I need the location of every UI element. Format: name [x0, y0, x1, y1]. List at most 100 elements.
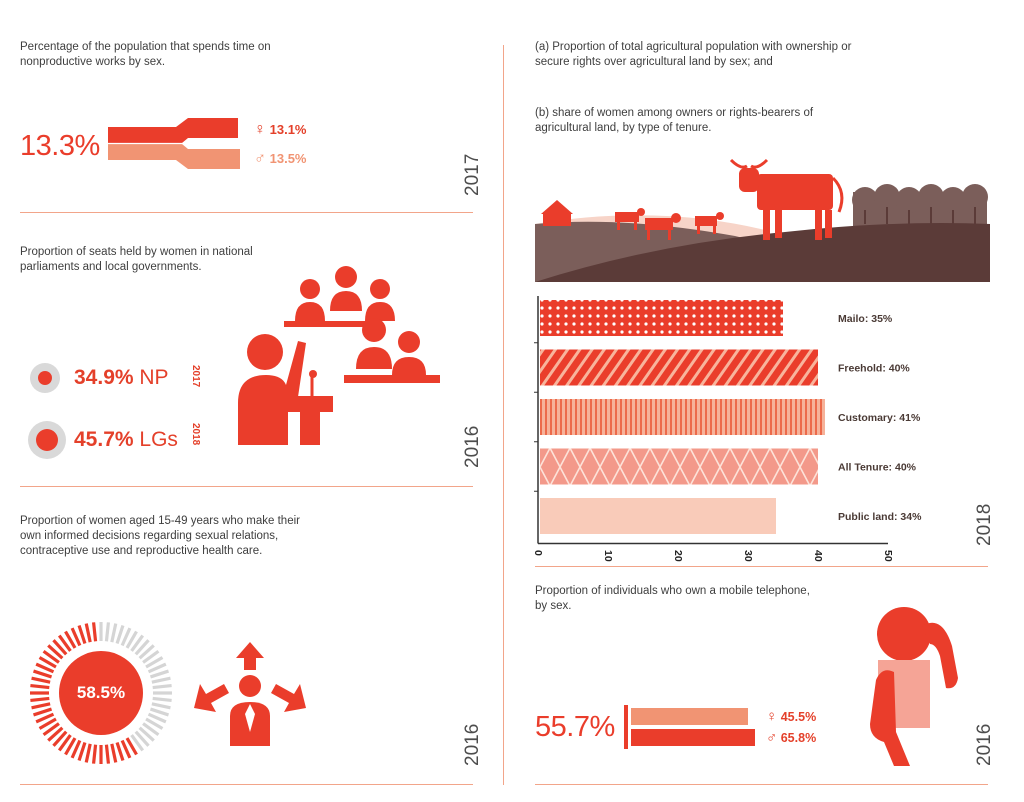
panel1-male: ♂ 13.5% [254, 150, 307, 168]
panel5-total: 55.7% [535, 711, 615, 743]
gauge-tick [38, 656, 57, 669]
panel1-female: ♀ 13.1% [254, 121, 307, 139]
gauge-tick [115, 624, 125, 645]
x-tick-label: 50 [882, 549, 894, 562]
gauge-tick [70, 739, 82, 759]
gauge-tick [52, 730, 68, 747]
panel1-year: 2017 [462, 153, 483, 196]
gauge-tick [35, 662, 55, 674]
tenure-bar-chart: Mailo: 35% Freehold: 40% Customary: 41% All… [534, 296, 922, 545]
bar-all-tenure [540, 448, 818, 485]
x-tick-label: 30 [742, 549, 754, 562]
gauge-tick [151, 702, 171, 710]
bar-public-land [540, 498, 776, 534]
gauge-tick [125, 737, 138, 756]
bar-mailo [540, 300, 783, 336]
gauge-tick [84, 623, 92, 643]
bar-label: All Tenure: 40% [838, 462, 917, 474]
gauge-tick [42, 649, 60, 664]
gauge-tick [57, 734, 72, 752]
gauge-tick [151, 676, 171, 684]
gauge-tick [57, 634, 72, 652]
gauge-tick [147, 712, 167, 724]
gauge-tick [52, 639, 68, 656]
gauge-tick [145, 717, 164, 730]
gauge-tick [120, 627, 132, 647]
divider-1 [20, 212, 473, 213]
gauge-tick [110, 623, 118, 643]
gauge-tick [149, 707, 170, 717]
gauge-tick [152, 696, 172, 703]
gauge-tick [149, 669, 170, 679]
panel5-female: ♀ 45.5% [766, 708, 816, 725]
gauge-tick [64, 630, 77, 649]
np-year: 2017 [190, 365, 201, 388]
x-tick-label: 20 [672, 549, 684, 562]
parliament-illustration [238, 266, 440, 445]
gauge-tick [138, 644, 155, 660]
gauge-tick [30, 683, 50, 690]
gauge-tick [31, 676, 51, 684]
gauge-tick [30, 696, 50, 703]
gauge-tick [125, 630, 138, 649]
gauge-tick [147, 662, 167, 674]
divider-5 [535, 784, 988, 785]
male-symbol-icon: ♂ [254, 150, 266, 167]
np-stat: 34.9% NP [74, 366, 169, 390]
gauge-tick [32, 669, 53, 679]
divider-2 [20, 486, 473, 487]
np-label: NP [139, 366, 169, 389]
bar-customary [540, 399, 825, 435]
gauge-tick [77, 624, 87, 645]
gauge-tick [134, 639, 150, 656]
panel1-male-value: 13.5% [269, 151, 307, 166]
nonproductive-bars-graphic [108, 118, 240, 169]
x-tick-label: 0 [532, 549, 544, 556]
gauge-tick [130, 634, 145, 652]
decision-gauge [30, 622, 172, 764]
panel4-caption-b: (b) share of women among owners or right… [535, 107, 814, 134]
gauge-tick [110, 743, 118, 763]
decision-arrows-icon [194, 642, 306, 746]
center-divider [503, 45, 504, 785]
gauge-tick [35, 712, 55, 724]
x-tick-label: 40 [812, 549, 824, 562]
gauge-tick [84, 743, 92, 763]
female-symbol-icon: ♀ [254, 121, 266, 138]
panel1-caption: Percentage of the population that spends… [20, 41, 271, 68]
panel5-male: ♂ 65.8% [766, 729, 816, 746]
gauge-tick [47, 726, 64, 742]
lg-year: 2018 [190, 423, 201, 446]
lg-stat: 45.7% LGs [74, 428, 178, 452]
gauge-tick [142, 649, 160, 664]
gauge-tick [77, 741, 87, 762]
male-symbol-icon: ♂ [766, 729, 778, 746]
gauge-tick [47, 644, 64, 660]
lg-label: LGs [139, 428, 178, 451]
female-symbol-icon: ♀ [766, 708, 778, 725]
gauge-tick [130, 734, 145, 752]
panel3-value: 58.5% [76, 683, 126, 702]
panel1-total: 13.3% [20, 130, 100, 162]
panel2-caption: Proportion of seats held by women in nat… [20, 246, 253, 273]
gauge-tick [152, 683, 172, 690]
panel1-female-value: 13.1% [269, 122, 307, 137]
bar-label: Mailo: 35% [838, 313, 893, 325]
x-tick-label: 10 [602, 549, 614, 562]
gauge-tick [142, 722, 160, 737]
panel5-male-value: 65.8% [780, 731, 817, 745]
panel5-caption: Proportion of individuals who own a mobi… [535, 585, 810, 612]
gauge-tick [91, 622, 98, 642]
gauge-tick [91, 744, 98, 764]
lg-value: 45.7% [74, 428, 134, 451]
farm-landscape-illustration [535, 158, 990, 282]
divider-3 [20, 784, 473, 785]
panel4-caption-a: (a) Proportion of total agricultural pop… [535, 41, 852, 68]
gauge-tick [134, 730, 150, 747]
bar-label: Customary: 41% [838, 412, 921, 424]
panel3-caption: Proportion of women aged 15-49 years who… [20, 515, 300, 557]
gauge-tick [120, 739, 132, 759]
gauge-tick [145, 656, 164, 669]
phone-user-illustration [870, 607, 958, 766]
np-value: 34.9% [74, 366, 134, 389]
